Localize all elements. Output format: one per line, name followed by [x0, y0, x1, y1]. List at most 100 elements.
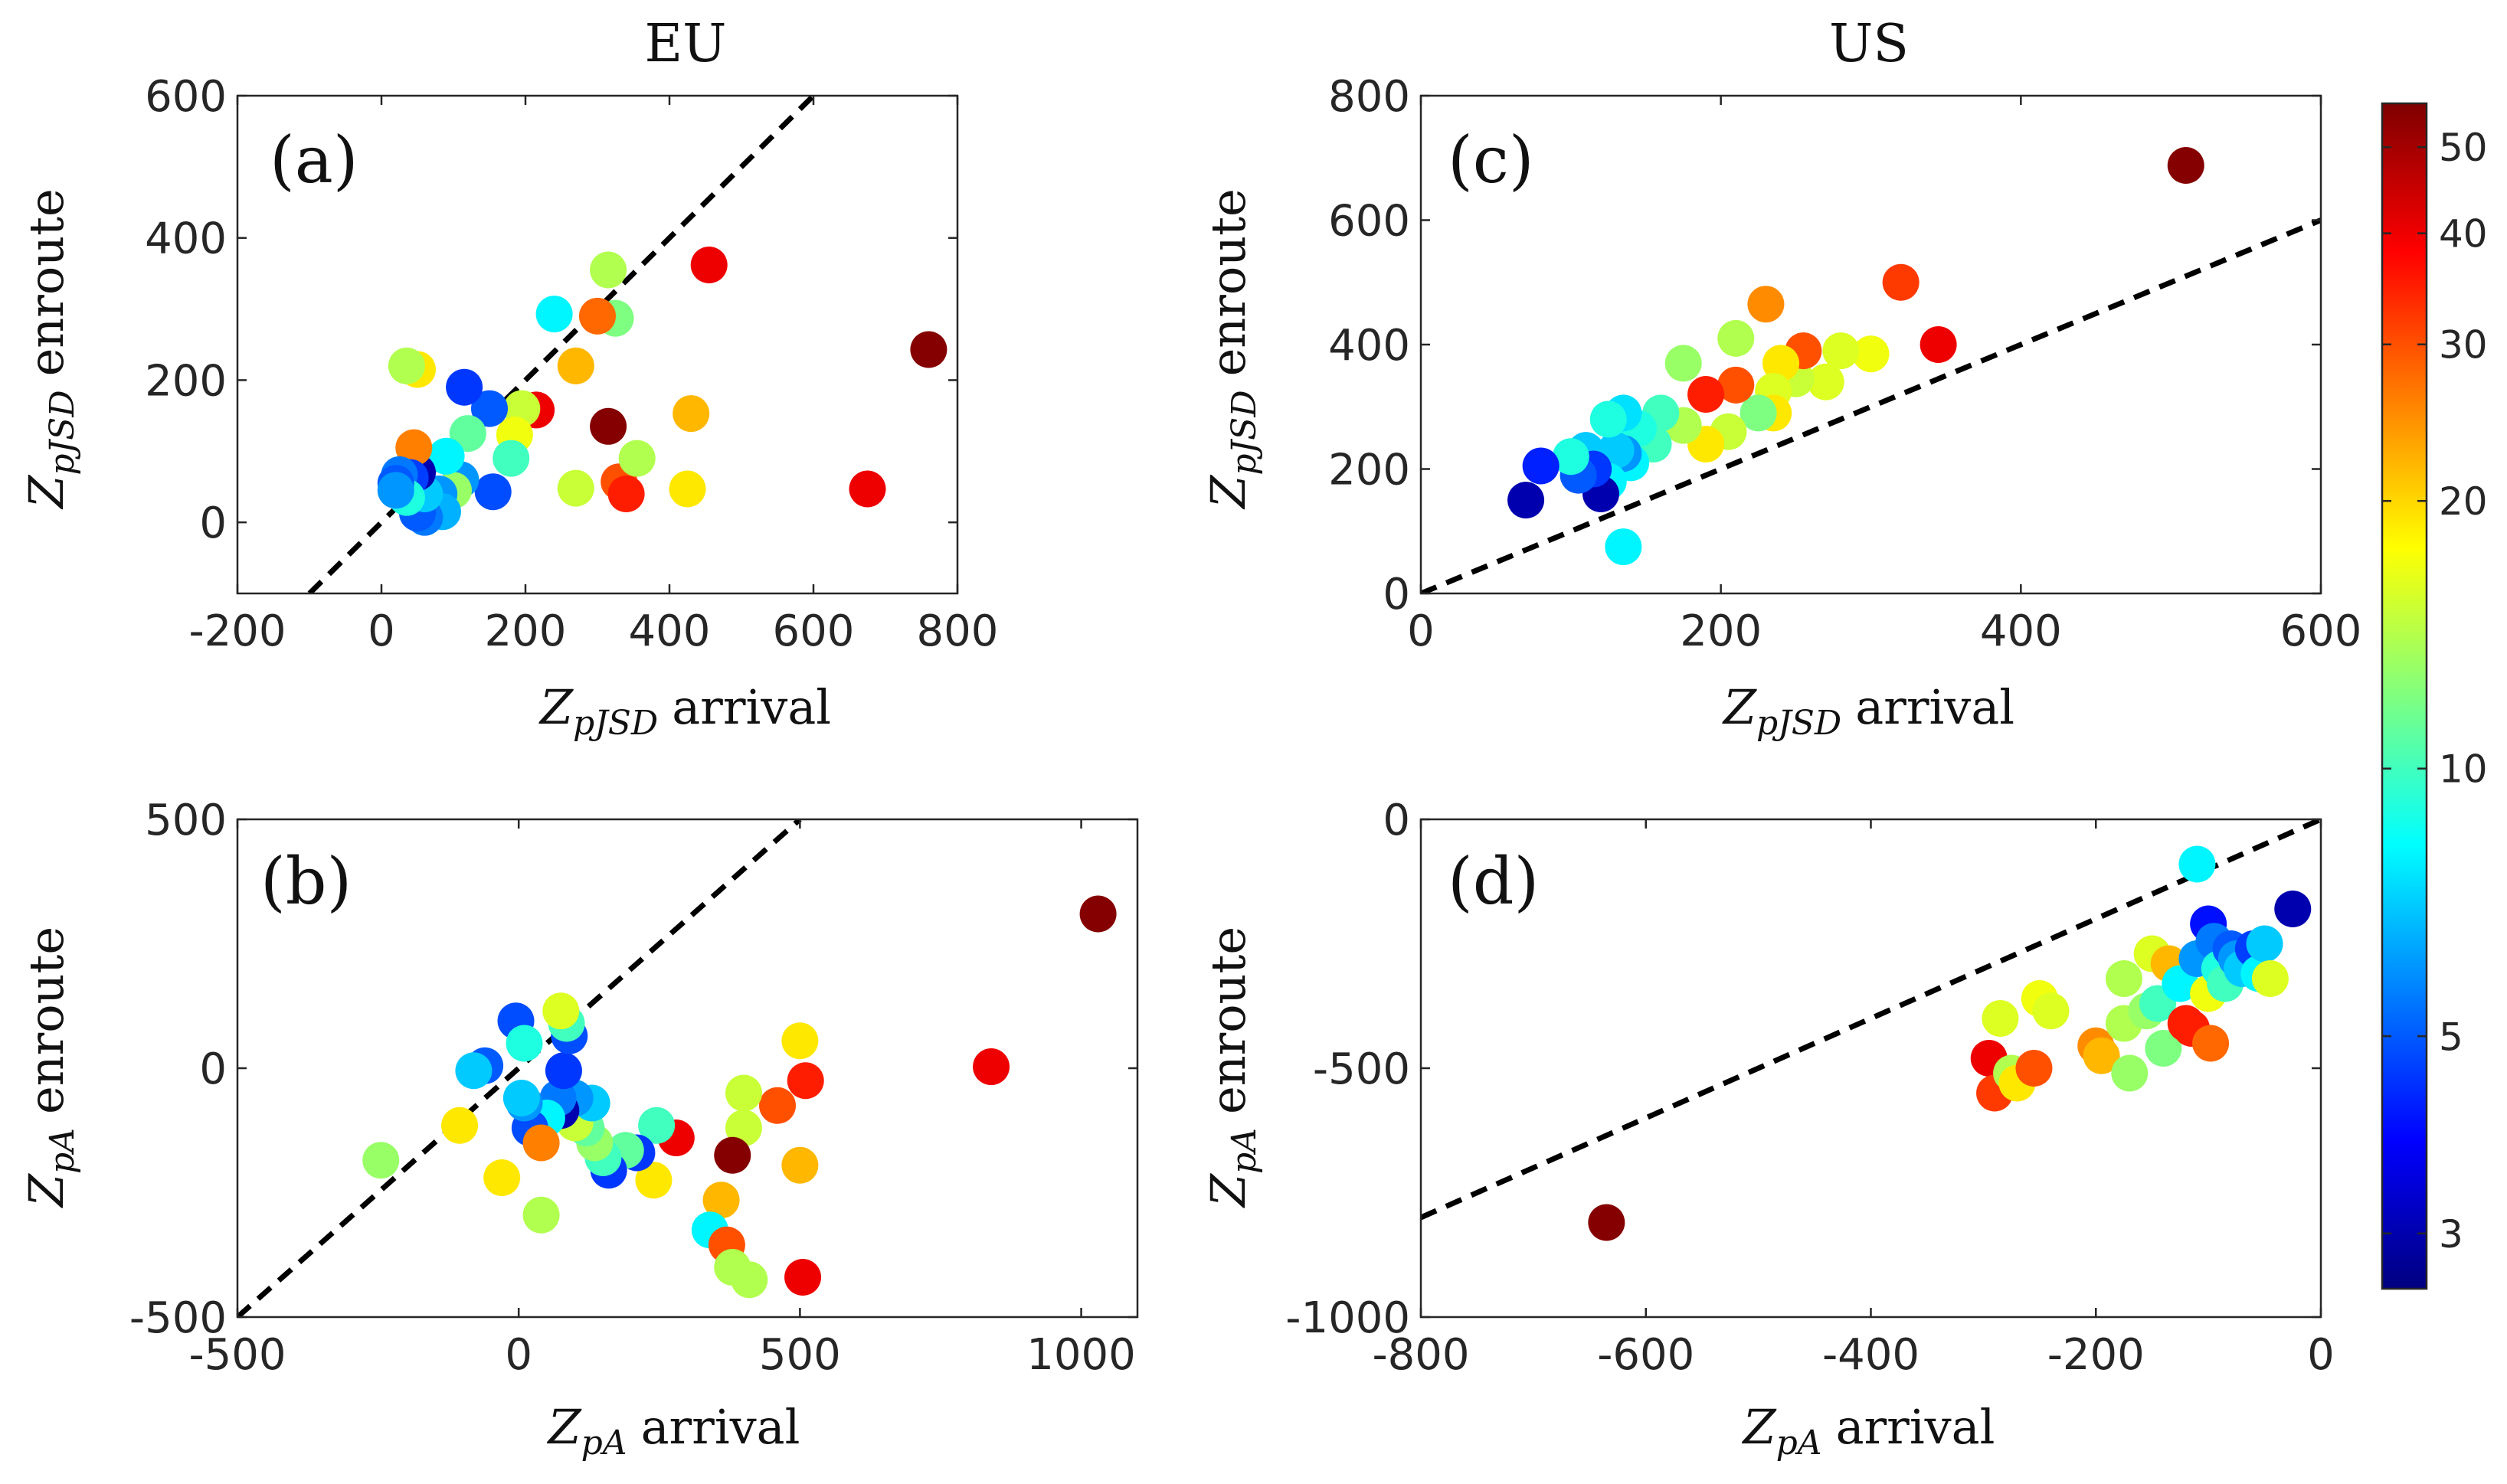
panel-a-diagonal-line — [307, 96, 816, 593]
panel-a-ytick-label-3: 600 — [145, 72, 227, 122]
panel-c-point-28 — [1589, 400, 1627, 438]
panel-c-point-34 — [1522, 447, 1560, 485]
panel-b-point-42 — [483, 1159, 521, 1196]
panel-c-ytick-label-1: 200 — [1328, 446, 1410, 495]
panel-c-diagonal-line — [1421, 217, 2321, 593]
panel-b-point-44 — [522, 1196, 560, 1234]
panel-b-point-2 — [781, 1022, 819, 1060]
panel-b-tag: (b) — [260, 844, 352, 919]
panel-b-xtick-label-3: 1000 — [1026, 1330, 1136, 1380]
panel-d-scatter: (d) ZpA arrival ZpA enroute -800 -600 -400 -2… — [1200, 796, 2335, 1463]
panel-d-ytick-label-2: 0 — [1383, 796, 1410, 845]
panel-d-point-36 — [2251, 960, 2289, 997]
panel-c-point-4 — [1822, 332, 1860, 370]
colorbar-tick-label-6: 50 — [2439, 126, 2488, 170]
panel-b-ylabel: ZpA enroute — [18, 927, 82, 1208]
colorbar-tick-label-2: 10 — [2439, 747, 2488, 792]
panel-b-point-5 — [781, 1146, 819, 1184]
colorbar-tick-label-4: 30 — [2439, 323, 2488, 368]
panel-b-ytick-label-0: -500 — [129, 1293, 227, 1343]
panel-b-point-13 — [731, 1261, 768, 1299]
panel-c-point-0 — [2167, 147, 2204, 184]
panel-a-ylabel: ZpJSD enroute — [18, 188, 82, 509]
panel-c-point-1 — [1920, 326, 1957, 363]
panel-b-point-8 — [714, 1136, 751, 1174]
panel-a-point-32 — [395, 429, 433, 466]
panel-d-ylabel-symbol: Z — [1200, 1173, 1256, 1208]
panel-d-xlabel-word: arrival — [1836, 1399, 1995, 1455]
panel-b-point-33 — [545, 1052, 582, 1090]
panel-a-scatter: EU (a) ZpJSD arrival ZpJSD enroute -200 0 20… — [18, 14, 998, 743]
panel-a-point-4 — [579, 297, 616, 335]
panel-a-point-22 — [449, 415, 486, 453]
panel-b-point-14 — [784, 1259, 822, 1296]
panel-b-point-38 — [506, 1025, 543, 1062]
panel-d-xlabel: ZpA arrival — [1742, 1399, 1995, 1463]
panel-c-ytick-label-3: 600 — [1328, 197, 1410, 247]
panel-a-point-6 — [557, 347, 594, 384]
panel-c-xtick-label-3: 600 — [2280, 606, 2362, 656]
panel-d-ylabel-word: enroute — [1200, 927, 1256, 1114]
panel-c-point-8 — [1762, 345, 1799, 382]
panel-a-xlabel-subscript: pJSD — [573, 704, 658, 743]
panel-c-ytick-label-0: 0 — [1383, 570, 1410, 619]
panel-b-point-9 — [702, 1182, 740, 1219]
panel-a-point-14 — [849, 470, 886, 508]
panel-d-point-0 — [1588, 1204, 1625, 1241]
panel-a-ytick-label-1: 200 — [145, 356, 227, 406]
panel-d-xtick-label-1: -600 — [1597, 1330, 1694, 1380]
panel-a-xtick-label-3: 400 — [629, 606, 711, 656]
panel-d-ylabel-subscript: pA — [1225, 1128, 1264, 1174]
panel-a-point-1 — [690, 247, 728, 283]
panel-b-ytick-label-2: 500 — [145, 796, 227, 845]
panel-a-ytick-label-0: 0 — [199, 498, 227, 548]
panel-d-point-11 — [2105, 960, 2142, 997]
panel-b-xlabel-subscript: pA — [581, 1424, 627, 1463]
panel-c-xtick-label-2: 400 — [1980, 606, 2062, 656]
panel-c-point-2 — [1882, 263, 1920, 301]
panel-a-point-11 — [557, 469, 594, 507]
panel-d-point-23 — [2178, 845, 2216, 883]
panel-b-point-32 — [502, 1080, 540, 1116]
panel-c-ytick-label-2: 400 — [1328, 321, 1410, 371]
panel-a-point-12 — [673, 395, 710, 433]
panel-d-point-8 — [2032, 992, 2070, 1030]
panel-a-ylabel-word: enroute — [18, 188, 74, 376]
panel-b-point-0 — [1079, 895, 1117, 933]
panel-a-xtick-label-4: 600 — [773, 606, 855, 656]
colorbar-tick-label-3: 20 — [2439, 479, 2488, 524]
panel-c-point-13 — [1717, 319, 1755, 357]
panel-a-point-25 — [427, 437, 465, 475]
colorbar-tick-label-5: 40 — [2439, 212, 2488, 257]
panel-b-point-17 — [635, 1162, 673, 1199]
panel-c-point-36 — [1605, 528, 1642, 566]
panel-a-point-7 — [590, 407, 627, 445]
panel-b-point-45 — [362, 1142, 400, 1179]
panel-c-scatter: US (c) ZpJSD arrival ZpJSD enroute 0 200 400… — [1200, 14, 2361, 743]
panel-c-point-33 — [1552, 438, 1589, 476]
panel-a-point-18 — [493, 440, 530, 477]
panel-d-xtick-label-2: -400 — [1822, 1330, 1920, 1380]
panel-c-xlabel-symbol: Z — [1722, 679, 1757, 735]
panel-a-xtick-label-0: -200 — [188, 606, 286, 656]
panel-c-xlabel: ZpJSD arrival — [1722, 679, 2014, 743]
panel-a-xtick-label-5: 800 — [917, 606, 999, 656]
panel-c-point-35 — [1507, 482, 1545, 519]
panel-b-point-6 — [725, 1074, 762, 1112]
panel-b-xlabel: ZpA arrival — [547, 1399, 800, 1463]
panel-c-xlabel-word: arrival — [1855, 679, 2014, 735]
panel-d-point-26 — [2192, 1025, 2230, 1062]
panel-c-point-3 — [1852, 335, 1890, 373]
panel-a-xtick-label-2: 200 — [485, 606, 567, 656]
panel-a-point-37 — [377, 472, 414, 509]
panel-c-point-5 — [1807, 363, 1844, 400]
panel-b-point-36 — [542, 992, 580, 1030]
panel-d-point-35 — [2246, 925, 2283, 963]
panel-a-point-0 — [910, 331, 947, 368]
panel-a-point-19 — [471, 390, 508, 427]
panel-c-xtick-label-0: 0 — [1407, 606, 1435, 656]
panel-c-ylabel-subscript: pJSD — [1225, 390, 1264, 475]
panel-d-xtick-label-0: -800 — [1372, 1330, 1469, 1380]
panel-b-xlabel-word: arrival — [641, 1399, 800, 1455]
panel-b-ytick-label-1: 0 — [199, 1044, 227, 1094]
